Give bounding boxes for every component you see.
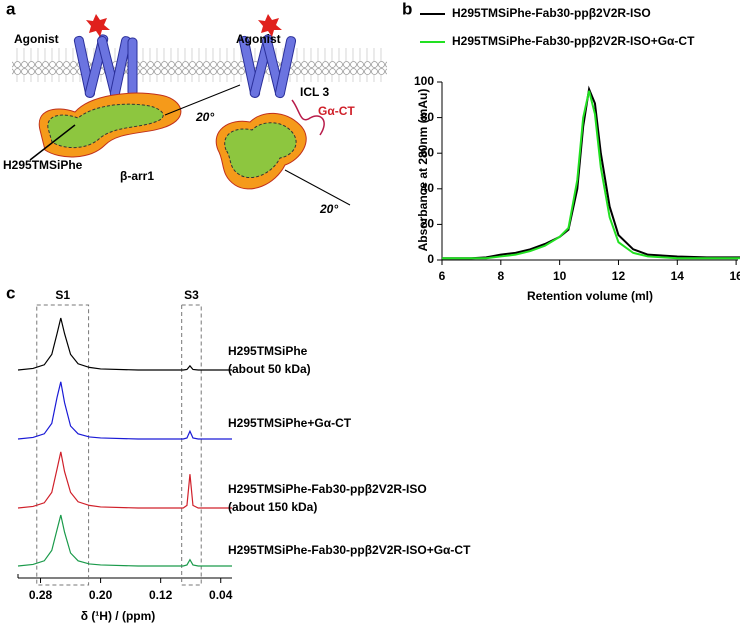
x-tick-label: 8	[497, 269, 504, 283]
label: H295TMSiPhe	[3, 158, 83, 172]
membrane	[12, 48, 387, 82]
region-box	[181, 304, 202, 586]
y-tick-label: 60	[421, 145, 435, 159]
arrestin-core	[224, 122, 297, 179]
y-tick-label: 100	[414, 74, 434, 88]
spectrum	[17, 514, 232, 567]
rotation-axis	[284, 169, 351, 206]
panel-a: a Agonist Agonist ICL 3 Gα-CT H295TMSiPh…	[3, 0, 387, 216]
spectrum	[17, 381, 232, 440]
panel-letter: b	[402, 0, 412, 18]
agonist-icon	[258, 14, 282, 37]
x-tick-label: 0.20	[89, 588, 113, 602]
gact-peptide	[291, 99, 325, 136]
x-tick-label: 0.04	[209, 588, 233, 602]
y-tick-label: 20	[421, 217, 435, 231]
label: 20°	[195, 110, 214, 124]
spectrum-label: H295TMSiPhe-Fab30-ppβ2V2R-ISO	[228, 482, 427, 496]
x-tick-label: 0.12	[149, 588, 173, 602]
y-axis-title: Absorbance at 280nm (mAu)	[416, 89, 430, 252]
pointer-arrow	[29, 124, 76, 161]
y-tick-label: 0	[427, 252, 434, 266]
spectrum-label: (about 150 kDa)	[228, 500, 317, 514]
panel-letter: c	[6, 283, 15, 302]
region-box	[36, 304, 90, 586]
spectrum	[17, 451, 232, 509]
y-tick-label: 80	[421, 110, 435, 124]
panel-letter: a	[6, 0, 16, 18]
data-line	[442, 85, 740, 260]
label: Gα-CT	[318, 104, 355, 118]
label: 20°	[319, 202, 338, 216]
label: ICL 3	[300, 85, 329, 99]
spectrum-label: H295TMSiPhe+Gα-CT	[228, 416, 352, 430]
spectrum-label: H295TMSiPhe-Fab30-ppβ2V2R-ISO+Gα-CT	[228, 543, 471, 557]
x-tick-label: 10	[553, 269, 567, 283]
legend-label: H295TMSiPhe-Fab30-ppβ2V2R-ISO+Gα-CT	[452, 34, 695, 48]
receptor-left	[73, 34, 138, 99]
x-tick-label: 12	[612, 269, 626, 283]
label: Agonist	[236, 32, 281, 46]
x-tick-label: 0.28	[29, 588, 53, 602]
spectrum-label: (about 50 kDa)	[228, 362, 311, 376]
x-tick-label: 14	[671, 269, 685, 283]
label: β-arr1	[120, 169, 154, 183]
x-tick-label: 6	[439, 269, 446, 283]
x-axis-title: δ (¹H) / (ppm)	[81, 609, 156, 623]
data-line	[442, 90, 740, 260]
arrestin-core	[47, 103, 164, 148]
x-axis-title: Retention volume (ml)	[527, 289, 653, 303]
legend-label: H295TMSiPhe-Fab30-ppβ2V2R-ISO	[452, 6, 651, 20]
rotation-axis	[164, 84, 241, 116]
agonist-icon	[86, 14, 110, 37]
region-label: S1	[55, 288, 70, 302]
y-tick-label: 40	[421, 181, 435, 195]
spectrum	[17, 317, 232, 371]
region-label: S3	[184, 288, 199, 302]
spectrum-label: H295TMSiPhe	[228, 344, 308, 358]
x-tick-label: 16	[729, 269, 740, 283]
receptor-right	[238, 34, 297, 99]
label: Agonist	[14, 32, 59, 46]
